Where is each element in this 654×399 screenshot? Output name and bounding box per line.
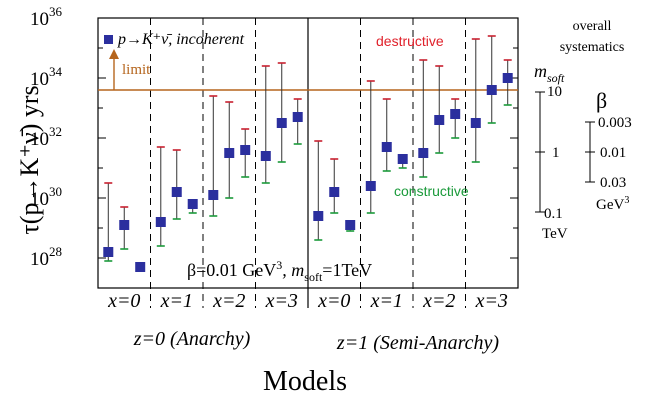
data-point-7 [224,148,235,158]
data-point-0 [103,247,114,257]
data-point-22 [486,85,497,95]
beta-tick-label-003: 0.03 [600,175,626,191]
data-point-16 [381,142,392,152]
constructive-label: constructive [394,183,469,199]
benchmark-annotation: β=0.01 GeV3, msoft=1TeV [187,258,372,284]
data-point-10 [276,118,287,128]
data-point-20 [450,109,461,119]
data-point-2 [135,262,146,272]
data-point-13 [329,187,340,197]
legend-marker [104,35,113,44]
x-group-label-7: x=3 [475,290,508,312]
msoft-tick-label-01: 0.1 [544,206,563,222]
x-group-label-5: x=1 [370,290,403,312]
data-point-23 [502,73,513,83]
data-point-18 [418,148,429,158]
legend-label: p→K⁺ν̄, incoherent [117,31,245,48]
data-point-3 [155,217,166,227]
x-group-label-2: x=2 [212,290,245,312]
data-point-19 [434,115,445,125]
group-separators [150,18,466,308]
data-point-14 [345,220,356,230]
x-group-label-4: x=0 [317,290,350,312]
destructive-label: destructive [376,33,444,49]
y-tick-label-1: 1030 [30,184,62,210]
msoft-label: msoft [534,61,565,85]
y-axis-label: τ(p→K⁺ν̄) yrs [15,85,44,234]
data-point-11 [292,112,303,122]
data-point-5 [187,199,198,209]
y-tick-label-2: 1032 [30,124,62,150]
overall-label-2: systematics [560,40,625,55]
y-tick-label-3: 1034 [30,64,63,90]
data-point-8 [240,145,251,155]
msoft-tick-label-10: 10 [547,84,562,100]
x-group-label-1: x=1 [160,290,193,312]
y-tick-label-4: 1036 [30,4,63,30]
x-axis-label: Models [263,366,347,397]
data-point-12 [313,211,324,221]
data-point-1 [119,220,130,230]
x-group-label-3: x=3 [265,290,298,312]
limit-arrowhead-icon [109,49,119,59]
overall-label-1: overall [573,19,612,34]
msoft-tick-label-1: 1 [552,145,560,161]
beta-unit: GeV3 [596,195,629,213]
x-group-label-6: x=2 [422,290,455,312]
data-point-17 [397,154,408,164]
x-group-labels: x=0 x=1 x=2 x=3 x=0 x=1 x=2 x=3 [107,290,508,312]
data-point-4 [171,187,182,197]
data-point-15 [365,181,376,191]
data-point-6 [208,190,219,200]
beta-label: β [596,88,607,113]
x-group-label-0: x=0 [107,290,140,312]
msoft-unit: TeV [542,226,568,242]
y-tick-labels: 1028 1030 1032 1034 1036 [30,4,518,289]
z-group-label-1: z=1 (Semi-Anarchy) [336,332,499,354]
beta-tick-label-0003: 0.003 [598,115,632,131]
limit-label: limit [122,62,151,78]
data-point-9 [260,151,271,161]
beta-tick-label-001: 0.01 [600,145,626,161]
data-marks [103,35,513,272]
y-tick-label-0: 1028 [30,244,62,270]
z-group-label-0: z=0 (Anarchy) [133,328,251,350]
data-point-21 [470,118,481,128]
